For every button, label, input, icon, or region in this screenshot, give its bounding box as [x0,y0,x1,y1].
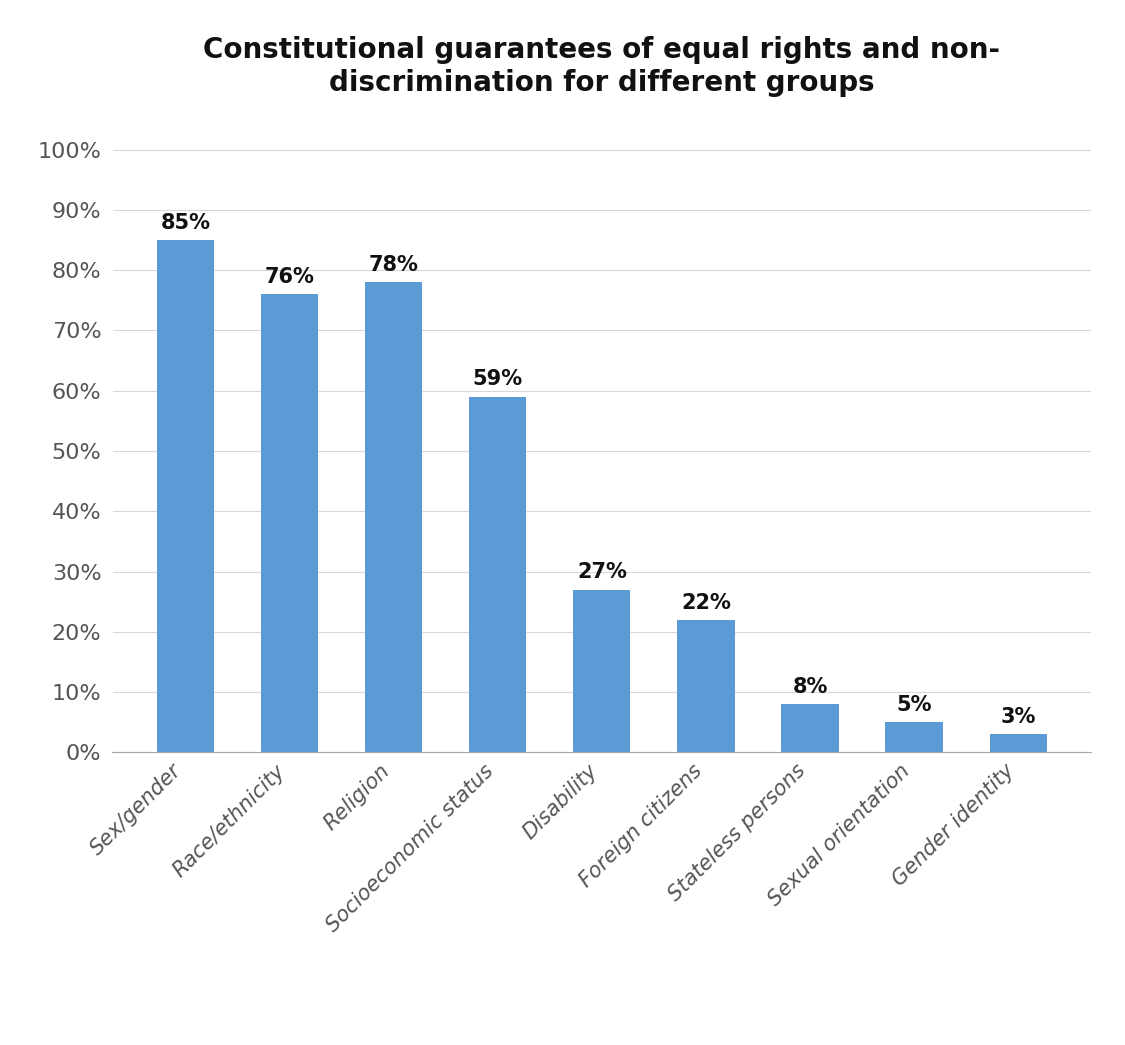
Text: 22%: 22% [681,593,731,612]
Title: Constitutional guarantees of equal rights and non-
discrimination for different : Constitutional guarantees of equal right… [204,37,1000,97]
Bar [990,735,1046,752]
Bar [885,722,943,752]
Bar [469,397,526,752]
Text: 78%: 78% [369,255,418,275]
Text: 5%: 5% [897,695,931,715]
Text: 8%: 8% [792,677,828,697]
Bar [366,282,422,752]
Bar [677,620,735,752]
Text: 59%: 59% [472,370,523,390]
Bar [782,704,838,752]
Text: 27%: 27% [577,562,627,582]
Bar [261,295,318,752]
Bar [574,589,630,752]
Text: 3%: 3% [1000,707,1036,727]
Bar [158,240,214,752]
Text: 85%: 85% [161,213,210,233]
Text: 76%: 76% [264,266,315,287]
